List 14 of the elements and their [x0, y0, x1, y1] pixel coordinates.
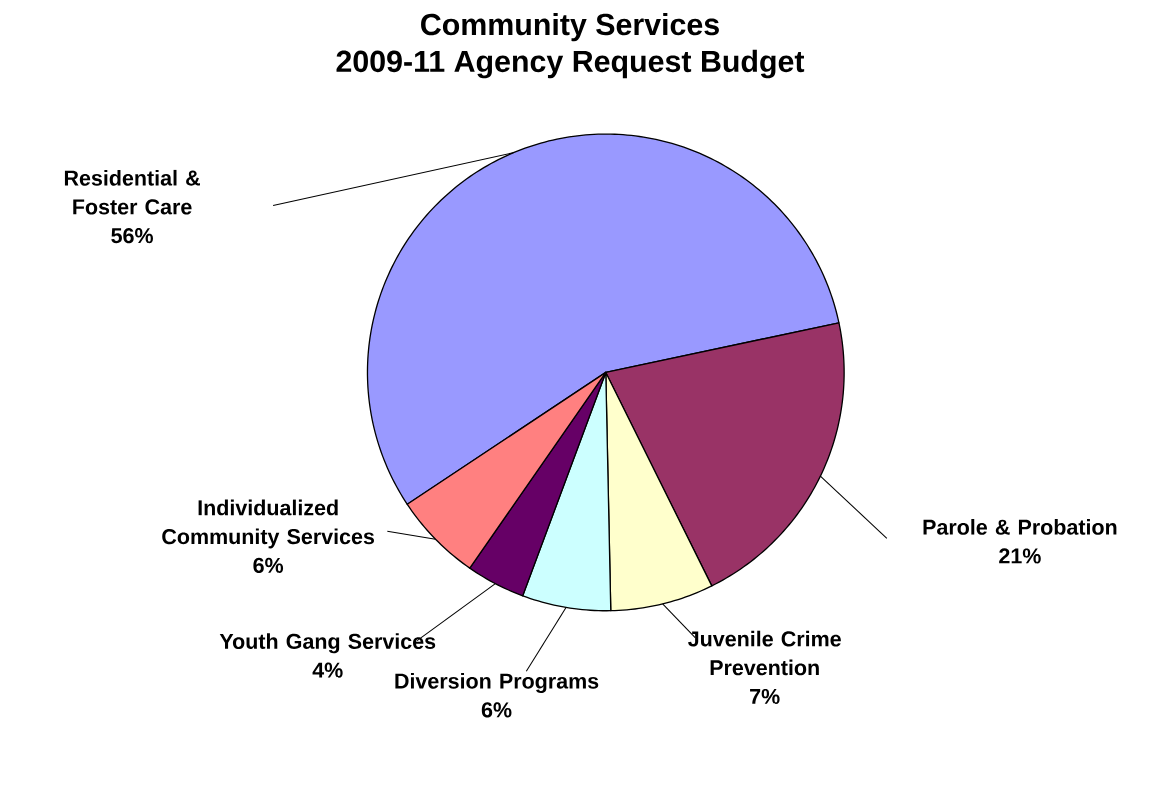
slice-label: Parole & Probation: [923, 518, 1117, 535]
data-label: 6%: [253, 557, 284, 573]
data-label: 7%: [750, 688, 780, 704]
slice-label: Diversion Programs: [395, 672, 599, 693]
slice-label: Individualized Community Services: [162, 499, 374, 549]
chart-title: Community Services: [421, 12, 719, 42]
chart-subtitle: 2009-11 Agency Request Budget: [336, 49, 805, 79]
data-label: 56%: [111, 227, 153, 244]
data-label: 6%: [481, 702, 512, 718]
slice-label: Juvenile Crime Prevention: [688, 630, 841, 676]
slice-label: Youth Gang Services: [219, 632, 436, 654]
data-label: 4%: [312, 662, 343, 678]
data-label: 21%: [999, 548, 1041, 564]
slice-label: Residential & Foster Care: [64, 169, 200, 215]
